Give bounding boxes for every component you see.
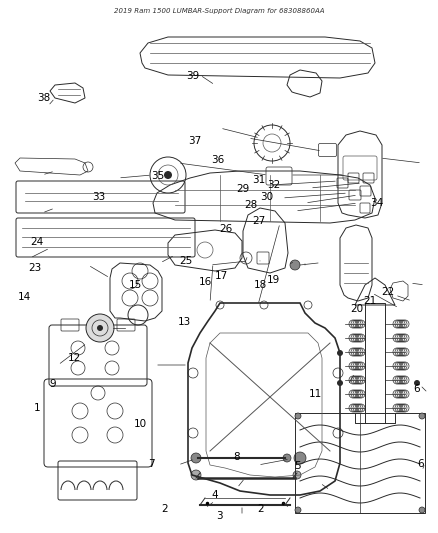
Circle shape: [293, 471, 301, 479]
Text: 25: 25: [180, 256, 193, 266]
Text: 8: 8: [233, 453, 240, 462]
Text: 32: 32: [267, 181, 280, 190]
Circle shape: [290, 260, 300, 270]
Text: 6: 6: [417, 459, 424, 469]
Circle shape: [191, 453, 201, 463]
Circle shape: [164, 171, 172, 179]
Text: 28: 28: [244, 200, 257, 210]
Text: 9: 9: [49, 379, 56, 389]
Circle shape: [419, 507, 425, 513]
Text: 14: 14: [18, 293, 31, 302]
Text: 20: 20: [350, 304, 364, 314]
Circle shape: [295, 507, 301, 513]
Circle shape: [191, 470, 201, 480]
Text: 24: 24: [31, 237, 44, 247]
Text: 15: 15: [129, 280, 142, 290]
Text: 29: 29: [237, 184, 250, 194]
Circle shape: [337, 350, 343, 356]
Text: 33: 33: [92, 192, 105, 202]
Text: 2: 2: [161, 504, 168, 514]
Text: 35: 35: [151, 171, 164, 181]
Text: 2019 Ram 1500 LUMBAR-Support Diagram for 68308860AA: 2019 Ram 1500 LUMBAR-Support Diagram for…: [114, 8, 324, 14]
Circle shape: [419, 413, 425, 419]
Text: 18: 18: [254, 280, 267, 290]
Bar: [295, 413, 425, 513]
Text: 3: 3: [215, 511, 223, 521]
Text: 31: 31: [252, 175, 265, 184]
Text: 39: 39: [186, 71, 199, 80]
Circle shape: [283, 454, 291, 462]
Circle shape: [86, 314, 114, 342]
Text: 21: 21: [364, 296, 377, 306]
Text: 22: 22: [381, 287, 394, 297]
Text: 38: 38: [37, 93, 50, 102]
Text: 27: 27: [252, 216, 265, 226]
Text: 6: 6: [413, 384, 420, 394]
Text: 2: 2: [257, 504, 264, 514]
Text: 13: 13: [177, 318, 191, 327]
Text: 10: 10: [134, 419, 147, 429]
Text: 23: 23: [28, 263, 42, 272]
Text: 1: 1: [34, 403, 41, 413]
Text: 26: 26: [219, 224, 232, 234]
Text: 5: 5: [294, 462, 301, 471]
Circle shape: [97, 325, 103, 331]
Bar: [365, 303, 385, 423]
Text: 17: 17: [215, 271, 228, 281]
Text: 4: 4: [211, 490, 218, 499]
Circle shape: [337, 380, 343, 386]
Text: 16: 16: [199, 278, 212, 287]
Text: 12: 12: [68, 353, 81, 363]
Text: 34: 34: [370, 198, 383, 207]
Text: 11: 11: [309, 390, 322, 399]
Circle shape: [294, 452, 306, 464]
Circle shape: [295, 413, 301, 419]
Text: 19: 19: [267, 275, 280, 285]
Text: 36: 36: [212, 155, 225, 165]
Text: 7: 7: [148, 459, 155, 469]
Text: 30: 30: [261, 192, 274, 202]
Text: 37: 37: [188, 136, 201, 146]
Circle shape: [414, 380, 420, 386]
